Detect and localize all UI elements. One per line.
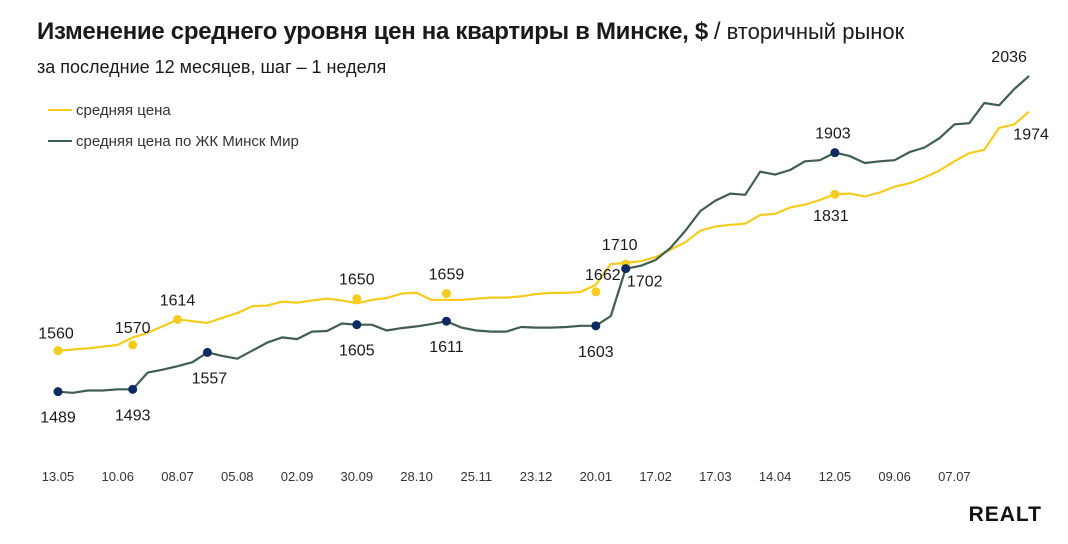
x-tick-label: 13.05 <box>42 469 75 484</box>
chart-legend: средняя цена средняя цена по ЖК Минск Мир <box>48 102 299 150</box>
data-label-avg-5: 1570 <box>115 320 151 337</box>
x-tick-label: 14.04 <box>759 469 792 484</box>
data-label-avg-8: 1614 <box>160 292 196 309</box>
data-point-minskmir-26 <box>441 316 451 326</box>
data-label-minskmir-36: 1603 <box>578 344 614 361</box>
chart-title-row: Изменение среднего уровня цен на квартир… <box>37 18 904 46</box>
data-point-minskmir-0 <box>53 387 63 397</box>
legend-label-minskmir: средняя цена по ЖК Минск Мир <box>76 133 299 150</box>
x-tick-label: 05.08 <box>221 469 254 484</box>
x-tick-label: 20.01 <box>580 469 613 484</box>
x-tick-label: 23.12 <box>520 469 553 484</box>
x-tick-label: 07.07 <box>938 469 971 484</box>
data-point-avg-36 <box>591 287 601 297</box>
data-point-minskmir-38 <box>621 264 631 274</box>
x-axis-ticks: 13.05 10.06 08.07 05.08 02.09 30.09 28.10 25.11… <box>42 469 971 484</box>
data-label-minskmir-5: 1493 <box>115 407 151 424</box>
data-point-avg-0 <box>53 346 63 356</box>
x-tick-label: 02.09 <box>281 469 314 484</box>
x-tick-label: 12.05 <box>819 469 852 484</box>
data-point-avg-8 <box>173 314 183 324</box>
chart-subtitle: за последние 12 месяцев, шаг – 1 неделя <box>37 57 387 77</box>
data-point-minskmir-10 <box>202 347 212 357</box>
x-tick-label: 08.07 <box>161 469 194 484</box>
x-tick-label: 28.10 <box>400 469 433 484</box>
data-point-avg-26 <box>441 289 451 299</box>
x-tick-label: 25.11 <box>461 469 493 484</box>
title-separator: / <box>713 18 721 45</box>
series-line-avg <box>57 110 1030 352</box>
x-tick-label: 17.03 <box>699 469 732 484</box>
realt-logo: REALT <box>968 503 1042 526</box>
data-label-minskmir-0: 1489 <box>40 410 76 427</box>
data-label-minskmir-38: 1702 <box>627 274 663 291</box>
data-label-minskmir-26: 1611 <box>429 339 464 356</box>
chart-title-extra: вторичный рынок <box>726 19 905 44</box>
data-point-minskmir-5 <box>128 384 138 394</box>
x-tick-label: 10.06 <box>101 469 134 484</box>
data-point-minskmir-52 <box>830 148 840 158</box>
x-tick-label: 30.09 <box>341 469 374 484</box>
data-label-minskmir-52: 1903 <box>815 126 851 143</box>
x-tick-label: 17.02 <box>639 469 672 484</box>
data-label-avg-38: 1710 <box>602 237 638 254</box>
data-point-minskmir-20 <box>352 320 362 330</box>
data-point-avg-52 <box>830 189 840 199</box>
data-point-avg-20 <box>352 294 362 304</box>
chart-title: Изменение среднего уровня цен на квартир… <box>37 18 708 45</box>
data-point-avg-5 <box>128 340 138 350</box>
legend-label-avg: средняя цена <box>76 102 171 119</box>
x-tick-label: 09.06 <box>878 469 911 484</box>
data-label-avg-65: 1974 <box>1013 127 1049 144</box>
data-label-avg-52: 1831 <box>813 208 849 225</box>
data-label-minskmir-20: 1605 <box>339 343 375 360</box>
data-label-avg-20: 1650 <box>339 272 375 289</box>
data-label-minskmir-10: 1557 <box>192 370 228 387</box>
data-point-minskmir-36 <box>591 321 601 331</box>
series-line-minskmir <box>57 75 1030 394</box>
data-label-avg-0: 1560 <box>38 326 74 343</box>
data-label-minskmir-65: 2036 <box>991 49 1027 66</box>
data-label-avg-26: 1659 <box>429 267 465 284</box>
data-label-avg-36: 1662 <box>585 267 621 284</box>
